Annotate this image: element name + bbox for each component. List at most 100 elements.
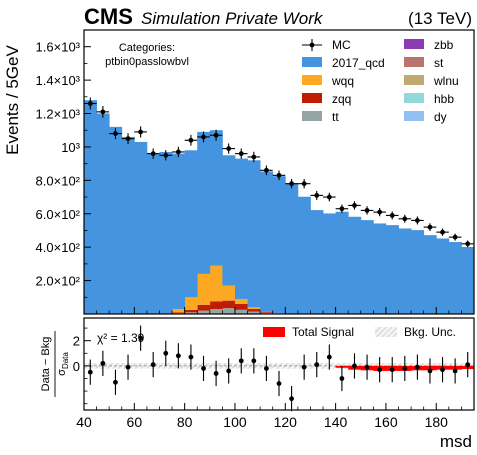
y-tick-label-600: 6.0×10² xyxy=(36,207,81,222)
mc-point-11 xyxy=(226,146,232,152)
mc-point-25 xyxy=(402,216,408,222)
bar-2017-qcd-22 xyxy=(360,220,374,314)
x-tick-label-180: 180 xyxy=(425,414,449,430)
bar-2017-qcd-30 xyxy=(461,247,475,314)
bar-2017-qcd-2 xyxy=(109,126,123,314)
bar-2017-qcd-13 xyxy=(247,160,261,308)
total-signal-label: Total Signal xyxy=(292,325,354,339)
mc-points xyxy=(84,97,474,248)
legend-label-hbb: hbb xyxy=(434,92,454,106)
ratio-point-23 xyxy=(377,367,383,373)
bar-2017-qcd-14 xyxy=(260,171,274,312)
bar-2017-qcd-20 xyxy=(335,211,349,314)
x-tick-label-80: 80 xyxy=(177,414,193,430)
bar-tt-12 xyxy=(234,309,248,314)
x-tick-label-120: 120 xyxy=(274,414,298,430)
legend-swatch-2017-qcd xyxy=(302,57,322,67)
bar-2017-qcd-29 xyxy=(448,241,462,314)
x-tick-label-140: 140 xyxy=(324,414,348,430)
bar-wqq-8 xyxy=(184,297,198,310)
ratio-point-20 xyxy=(339,376,345,381)
legend-label-tt: tt xyxy=(332,110,339,124)
ratio-point-22 xyxy=(364,364,370,370)
legend-swatch-hbb xyxy=(404,93,424,103)
ratio-point-0 xyxy=(87,369,93,375)
bar-tt-9 xyxy=(197,310,211,314)
ratio-point-24 xyxy=(389,367,395,373)
total-signal-swatch xyxy=(263,327,285,337)
mc-point-23 xyxy=(377,209,383,215)
ratio-point-28 xyxy=(440,367,445,373)
bkg-unc-label: Bkg. Unc. xyxy=(404,325,456,339)
bar-2017-qcd-25 xyxy=(398,228,412,314)
mc-point-13 xyxy=(251,154,257,160)
bar-2017-qcd-8 xyxy=(184,150,198,298)
mc-point-17 xyxy=(301,181,307,187)
ratio-point-12 xyxy=(238,358,244,364)
bar-2017-qcd-0 xyxy=(84,100,97,314)
bar-2017-qcd-28 xyxy=(436,238,450,314)
bar-tt-14 xyxy=(260,312,274,314)
ratio-point-30 xyxy=(465,362,471,368)
chi2-label: χ² = 1.39 xyxy=(97,331,145,345)
bar-zqq-10 xyxy=(209,301,223,309)
ratio-content xyxy=(84,325,475,412)
mc-point-5 xyxy=(150,151,156,157)
y-tick-label-200: 2.0×10² xyxy=(36,274,81,289)
ratio-point-4 xyxy=(138,335,144,341)
bar-2017-qcd-19 xyxy=(323,213,337,314)
mc-point-4 xyxy=(138,129,144,135)
legend-swatch-dy xyxy=(404,111,424,121)
mc-point-21 xyxy=(352,203,357,208)
bar-zqq-11 xyxy=(222,300,236,309)
bar-zqq-13 xyxy=(247,308,261,312)
mc-point-8 xyxy=(188,137,194,143)
energy-label: (13 TeV) xyxy=(408,9,472,28)
legend-mc-label: MC xyxy=(332,38,351,52)
y-tick-label-800: 8.0×10² xyxy=(36,173,81,188)
ratio-point-16 xyxy=(289,396,294,402)
legend-label-wqq: wqq xyxy=(331,74,354,88)
mc-point-19 xyxy=(326,194,332,200)
bar-tt-13 xyxy=(247,311,261,314)
legend-label-zbb: zbb xyxy=(434,38,454,52)
legend-swatch-zbb xyxy=(404,39,424,49)
simulation-label: Simulation Private Work xyxy=(141,9,324,28)
mc-point-9 xyxy=(201,134,206,140)
ratio-point-26 xyxy=(414,364,420,370)
bar-zqq-7 xyxy=(172,312,186,314)
x-tick-label-40: 40 xyxy=(76,414,92,430)
bar-2017-qcd-1 xyxy=(96,113,110,314)
bar-wqq-13 xyxy=(247,307,261,309)
bar-tt-8 xyxy=(184,312,198,314)
bar-tt-11 xyxy=(222,308,236,314)
bar-2017-qcd-3 xyxy=(121,136,135,314)
experiment-label: CMS xyxy=(84,4,133,29)
bar-zqq-12 xyxy=(234,303,248,310)
ratio-point-11 xyxy=(226,368,232,374)
ratio-tick-label-2: 2 xyxy=(73,334,80,349)
bkg-unc-swatch xyxy=(375,327,397,337)
ratio-point-3 xyxy=(125,364,131,370)
mc-point-22 xyxy=(364,208,370,213)
ratio-point-9 xyxy=(201,366,206,371)
bar-2017-qcd-11 xyxy=(222,155,236,286)
y-axis-label: Events / 5GeV xyxy=(3,45,22,155)
bar-2017-qcd-9 xyxy=(197,131,211,274)
mc-point-30 xyxy=(465,241,471,247)
x-axis-label: msd xyxy=(440,432,472,451)
bar-2017-qcd-24 xyxy=(385,225,399,314)
bar-zqq-9 xyxy=(197,304,211,311)
bar-2017-qcd-15 xyxy=(272,176,286,314)
bar-zqq-14 xyxy=(260,311,274,313)
mc-point-3 xyxy=(125,136,131,141)
bar-2017-qcd-4 xyxy=(134,141,148,314)
main-plot-frame xyxy=(83,29,475,315)
bar-wqq-10 xyxy=(209,265,223,302)
ratio-point-29 xyxy=(452,368,458,374)
ratio-y-denominator: σData xyxy=(56,352,70,376)
ratio-point-2 xyxy=(113,379,118,385)
stacked-histogram xyxy=(84,100,475,314)
